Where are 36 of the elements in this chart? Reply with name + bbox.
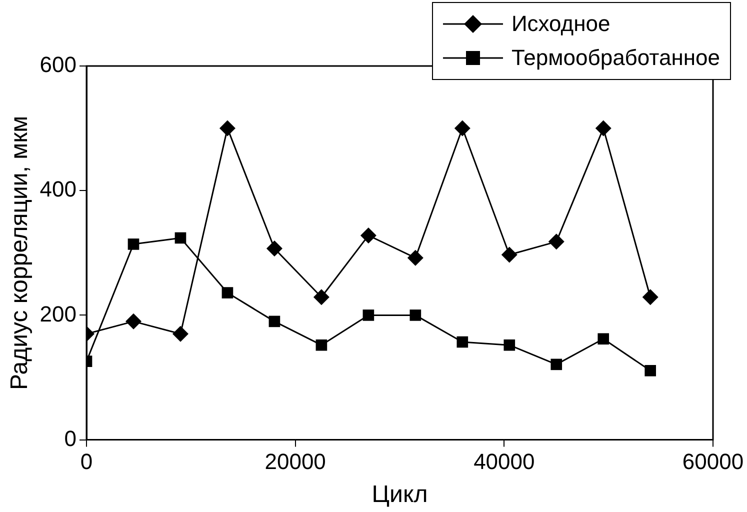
point bbox=[595, 120, 612, 136]
point bbox=[128, 238, 140, 250]
point bbox=[454, 120, 470, 136]
point bbox=[266, 240, 282, 257]
x-tick-label: 0 bbox=[80, 449, 93, 474]
y-tick-label: 600 bbox=[40, 52, 77, 78]
point bbox=[219, 120, 236, 136]
point bbox=[222, 287, 234, 298]
x-tick-label: 20000 bbox=[264, 449, 326, 474]
x-tick-label: 40000 bbox=[474, 449, 535, 474]
point bbox=[550, 358, 562, 370]
point bbox=[360, 227, 376, 244]
y-axis-title: Радиус корреляции, мкм bbox=[6, 116, 34, 390]
point bbox=[642, 289, 658, 306]
point bbox=[268, 316, 280, 328]
y-tick-label: 0 bbox=[64, 426, 77, 451]
y-tick-label: 400 bbox=[40, 176, 77, 202]
point bbox=[598, 333, 610, 345]
point bbox=[362, 310, 374, 321]
point bbox=[504, 339, 516, 351]
x-axis-title: Цикл bbox=[372, 481, 428, 508]
point bbox=[174, 232, 186, 244]
legend-label: Исходное bbox=[511, 11, 610, 37]
x-tick-label: 60000 bbox=[682, 449, 744, 474]
y-tick-label: 200 bbox=[40, 301, 77, 326]
point bbox=[456, 336, 468, 348]
point bbox=[316, 339, 328, 351]
point bbox=[407, 250, 424, 266]
point bbox=[501, 246, 518, 263]
point bbox=[125, 313, 142, 330]
point bbox=[644, 364, 656, 376]
legend-label: Термообработанное bbox=[511, 45, 720, 71]
point bbox=[172, 326, 188, 342]
point bbox=[548, 234, 564, 250]
point bbox=[410, 310, 422, 321]
point bbox=[313, 289, 330, 306]
